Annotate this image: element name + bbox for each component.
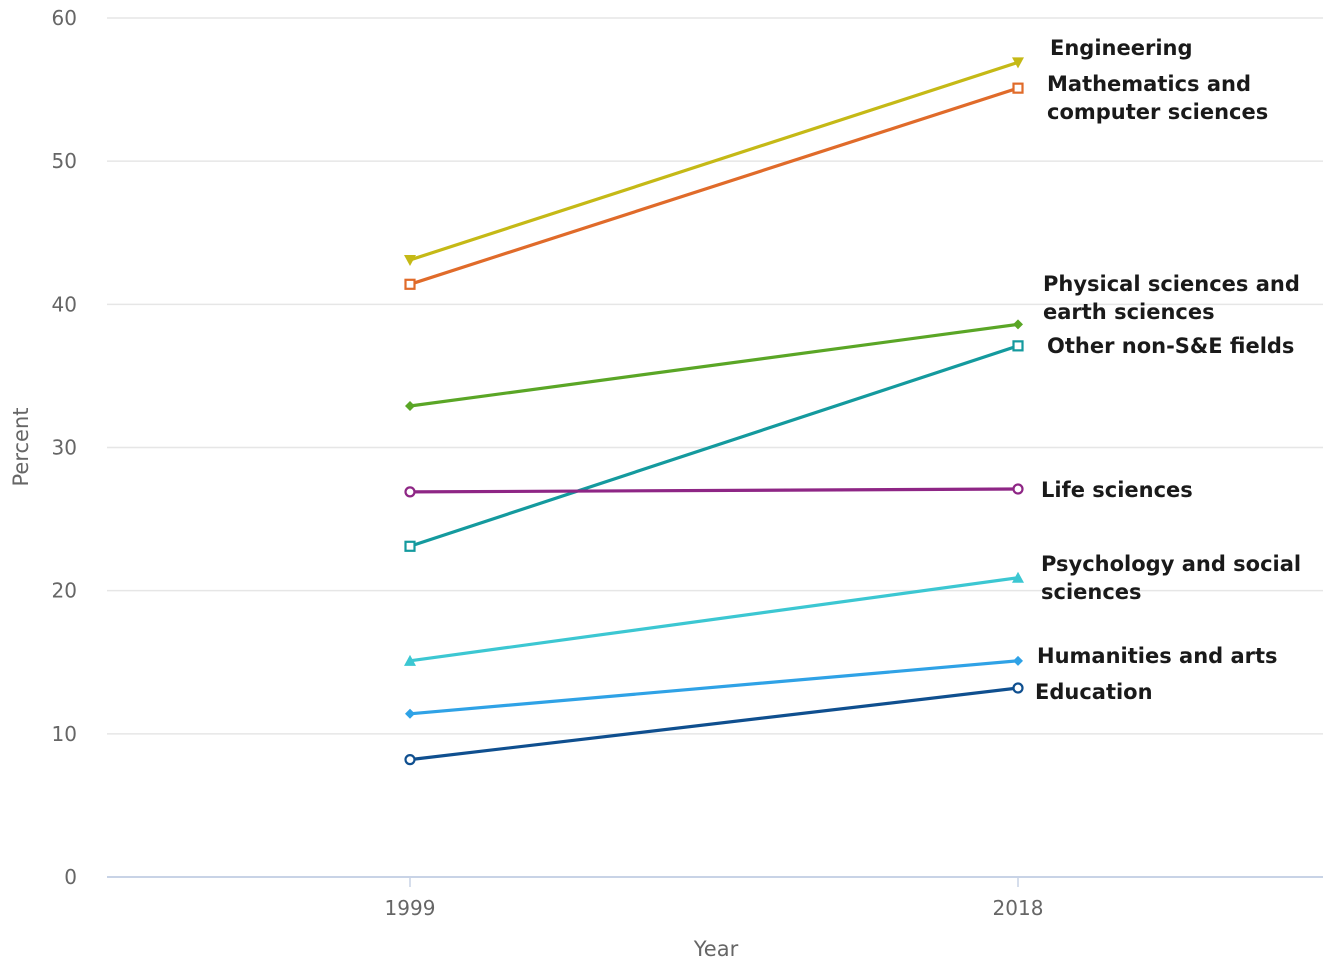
series-label: Engineering xyxy=(1050,36,1193,60)
series-line xyxy=(408,659,1020,716)
series-label: Psychology and social sciences xyxy=(1041,552,1301,604)
data-point xyxy=(1012,571,1024,583)
series-label: Life sciences xyxy=(1041,478,1193,502)
series-mathematics-and-computer-sciences xyxy=(404,82,1024,290)
data-point xyxy=(1012,82,1024,94)
series-other-non-s-e-fields xyxy=(404,340,1024,552)
y-axis-title: Percent xyxy=(9,407,33,486)
series-label: Humanities and arts xyxy=(1037,644,1278,668)
y-tick-label: 10 xyxy=(52,722,77,746)
x-tick-label: 2018 xyxy=(993,896,1044,920)
y-tick-label: 50 xyxy=(52,149,77,173)
series-label-line: Life sciences xyxy=(1041,478,1193,502)
series-life-sciences xyxy=(404,483,1024,498)
data-point xyxy=(1012,682,1024,694)
data-point xyxy=(404,654,416,666)
x-axis-ticks: 1999 2018 xyxy=(385,877,1044,920)
series-line xyxy=(408,344,1020,548)
series-label-line: Other non-S&E fields xyxy=(1047,334,1294,358)
series-line xyxy=(408,60,1020,262)
y-tick-label: 20 xyxy=(52,579,77,603)
data-point xyxy=(1012,57,1024,69)
gridlines xyxy=(107,17,1323,735)
x-tick-label: 1999 xyxy=(385,896,436,920)
data-point xyxy=(404,486,416,498)
y-tick-label: 30 xyxy=(52,436,77,460)
y-tick-label: 60 xyxy=(52,6,77,30)
series-label-line: Psychology and social xyxy=(1041,552,1301,576)
data-point xyxy=(404,754,416,766)
series-label: Physical sciences and earth sciences xyxy=(1043,272,1300,324)
data-point xyxy=(405,708,415,719)
x-axis-title: Year xyxy=(693,937,739,961)
data-point xyxy=(404,254,416,266)
y-tick-label: 40 xyxy=(52,292,77,316)
series-psychology-and-social-sciences xyxy=(404,571,1024,666)
series-physical-sciences-and-earth-sciences xyxy=(405,319,1023,411)
series-engineering xyxy=(404,57,1024,266)
series-label-line: Engineering xyxy=(1050,36,1193,60)
data-point xyxy=(1013,655,1023,666)
series-line xyxy=(408,322,1020,408)
series-label-line: Mathematics and xyxy=(1047,72,1251,96)
series-line xyxy=(408,686,1020,762)
data-point xyxy=(404,278,416,290)
series-label-line: computer sciences xyxy=(1047,100,1268,124)
series-label: Other non-S&E fields xyxy=(1047,334,1294,358)
series-line xyxy=(408,576,1020,663)
series-label: Mathematics and computer sciences xyxy=(1047,72,1268,124)
series-label-line: sciences xyxy=(1041,580,1142,604)
data-point xyxy=(1013,319,1023,330)
series-line xyxy=(408,487,1020,494)
series-label-line: earth sciences xyxy=(1043,300,1215,324)
series-humanities-and-arts xyxy=(405,655,1023,719)
data-point xyxy=(1012,340,1024,352)
series-labels: Engineering Mathematics and computer scien… xyxy=(1035,36,1301,704)
y-axis-ticks: 0 10 20 30 40 50 60 xyxy=(52,6,77,889)
series-label: Education xyxy=(1035,680,1153,704)
series-label-line: Physical sciences and xyxy=(1043,272,1300,296)
data-point xyxy=(404,540,416,552)
series-education xyxy=(404,682,1024,766)
series-label-line: Humanities and arts xyxy=(1037,644,1278,668)
series-line xyxy=(408,86,1020,286)
series-group xyxy=(404,57,1024,766)
data-point xyxy=(1012,483,1024,495)
series-label-line: Education xyxy=(1035,680,1153,704)
y-tick-label: 0 xyxy=(64,865,77,889)
data-point xyxy=(405,400,415,411)
